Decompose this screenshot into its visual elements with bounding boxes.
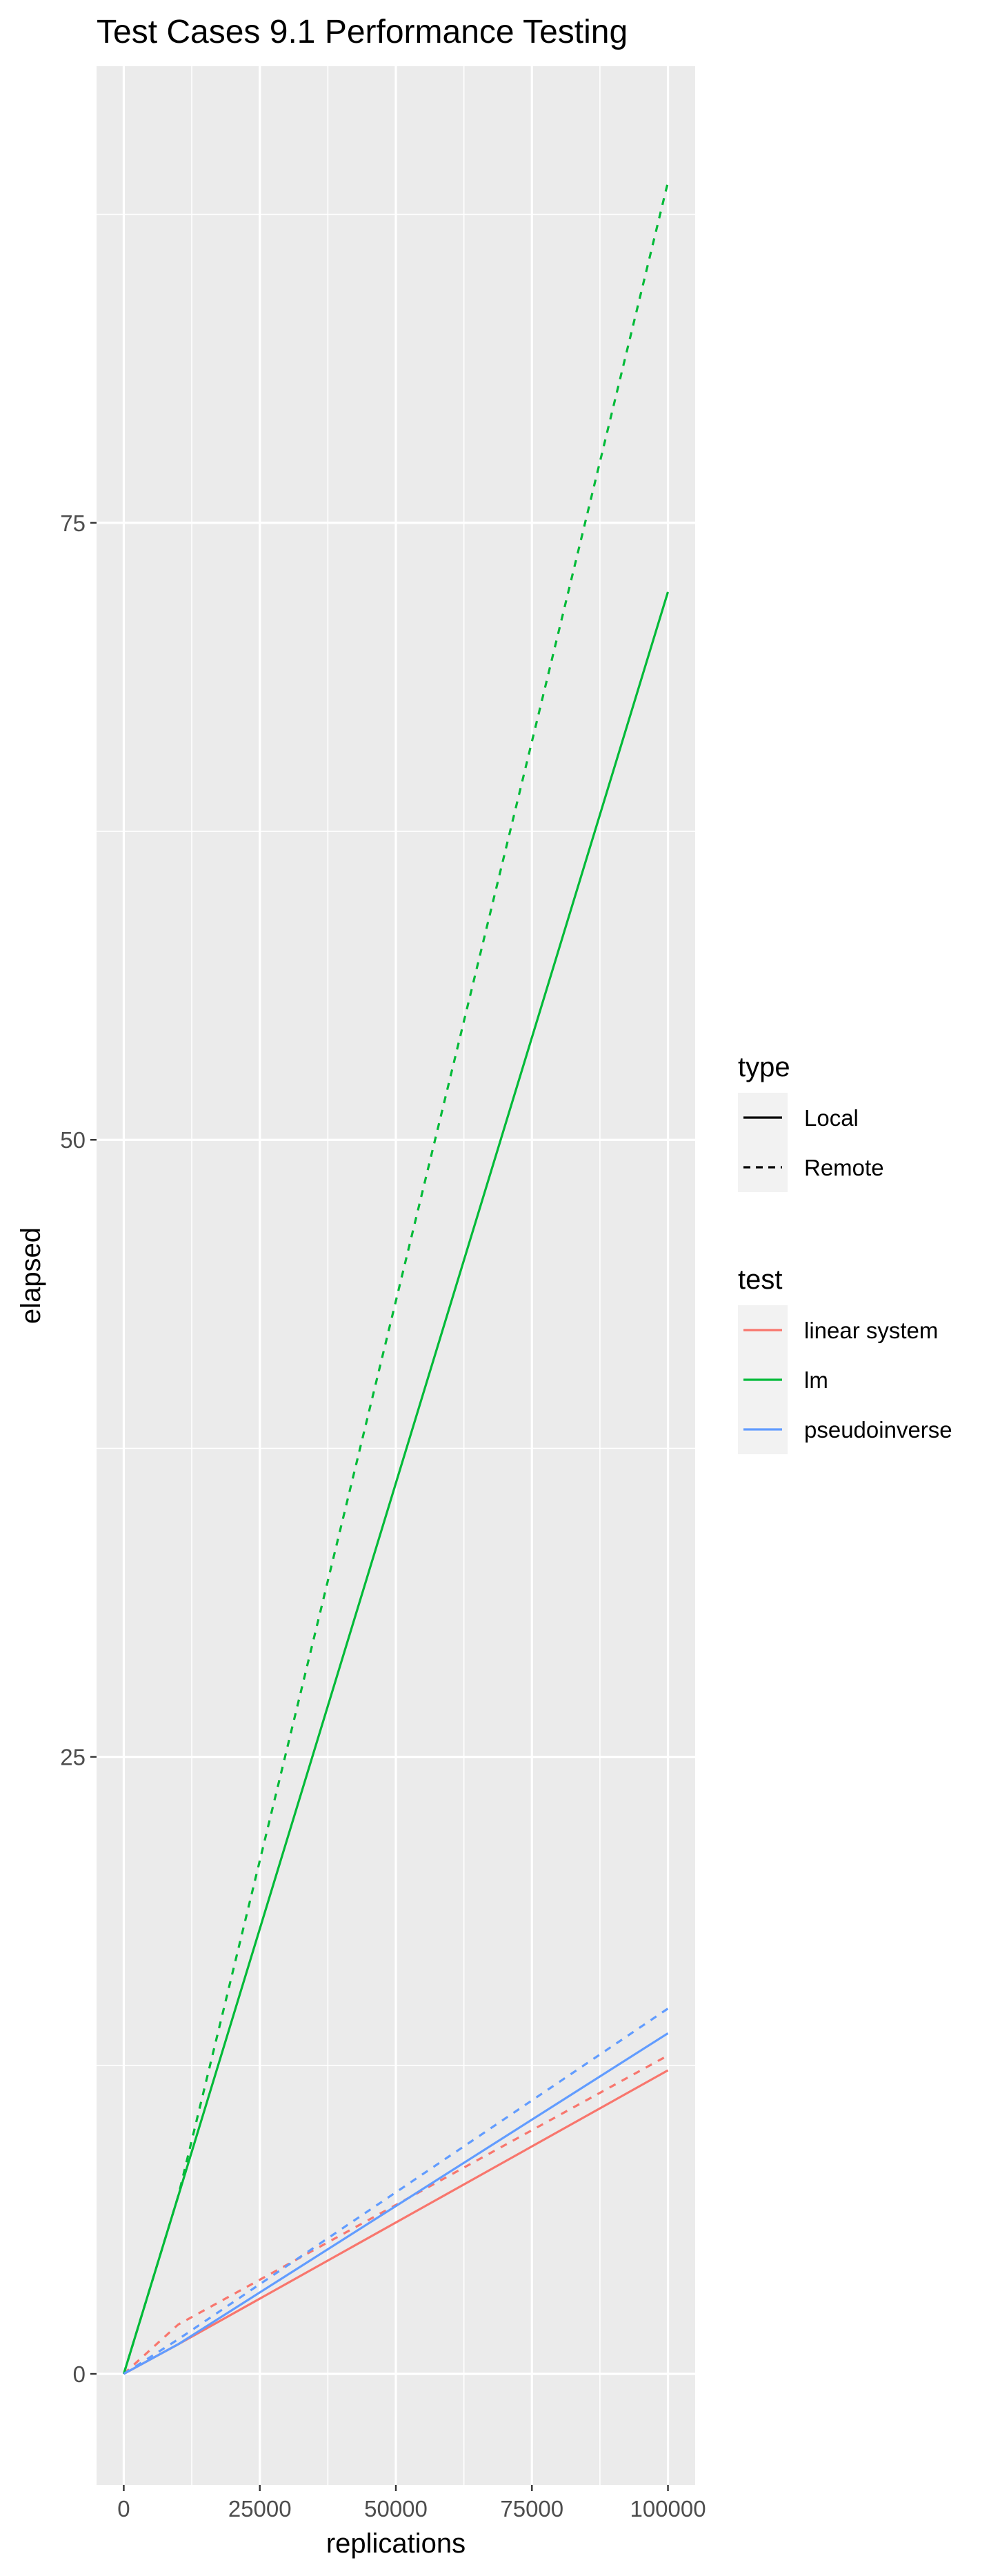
series-line-lm-remote	[122, 181, 670, 2375]
y-axis-title: elapsed	[16, 1227, 46, 1324]
y-tick-label: 75	[60, 511, 86, 536]
legend-title: test	[738, 1265, 782, 1295]
series-line-linear-system-remote	[123, 2054, 669, 2375]
series-lines	[122, 181, 670, 2375]
y-tick-label: 50	[60, 1127, 86, 1153]
series-line-pseudoinverse-remote	[123, 2008, 669, 2375]
legend-label: Local	[804, 1105, 859, 1131]
legend-label: Remote	[804, 1155, 884, 1180]
x-tick-label: 75000	[500, 2496, 563, 2521]
x-axis: 0 25000 50000 75000 100000	[117, 2485, 706, 2521]
minor-gridlines	[97, 66, 695, 2485]
x-tick-label: 50000	[364, 2496, 428, 2521]
x-tick-label: 100000	[630, 2496, 706, 2521]
legend-title: type	[738, 1052, 790, 1082]
major-gridlines	[97, 66, 695, 2485]
x-tick-label: 25000	[228, 2496, 292, 2521]
legend-label: lm	[804, 1367, 828, 1393]
chart-title: Test Cases 9.1 Performance Testing	[97, 14, 628, 50]
x-axis-title: replications	[326, 2528, 466, 2559]
legend-label: pseudoinverse	[804, 1417, 952, 1443]
y-tick-label: 0	[73, 2361, 86, 2387]
x-tick-label: 0	[117, 2496, 130, 2521]
y-tick-label: 25	[60, 1745, 86, 1770]
legend: type Local Remote test linear system lm pseudo…	[738, 1052, 952, 1454]
legend-label: linear system	[804, 1318, 938, 1343]
y-axis: 0 25 50 75	[60, 511, 97, 2387]
series-line-pseudoinverse-local	[123, 2032, 669, 2375]
